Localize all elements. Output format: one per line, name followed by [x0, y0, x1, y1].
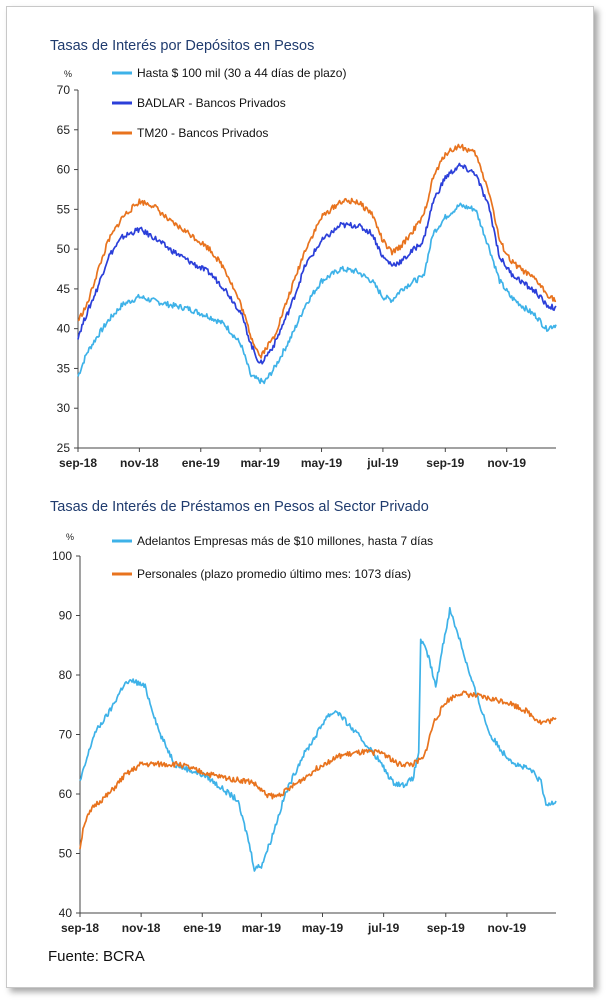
x-tick-label: jul-19: [367, 921, 400, 935]
y-tick-label: 55: [57, 202, 71, 216]
x-tick-label: mar-19: [242, 921, 282, 935]
series-line: [77, 162, 557, 365]
series-line: [79, 606, 557, 872]
unit-label: %: [64, 69, 72, 79]
chart-title-loans: Tasas de Interés de Préstamos en Pesos a…: [50, 499, 429, 515]
x-tick-label: mar-19: [240, 456, 280, 470]
y-tick-label: 100: [52, 549, 72, 563]
legend-label: Adelantos Empresas más de $10 millones, …: [137, 534, 433, 548]
y-tick-label: 50: [57, 242, 71, 256]
x-tick-label: nov-19: [487, 456, 526, 470]
figure-frame: [6, 6, 594, 988]
y-tick-label: 70: [59, 728, 73, 742]
y-tick-label: 35: [57, 361, 71, 375]
x-tick-label: sep-18: [61, 921, 99, 935]
legend-label: Hasta $ 100 mil (30 a 44 días de plazo): [137, 66, 346, 80]
x-tick-label: nov-19: [488, 921, 527, 935]
series-line: [77, 202, 557, 385]
legend-label: BADLAR - Bancos Privados: [137, 96, 286, 110]
x-tick-label: sep-19: [426, 456, 464, 470]
x-tick-label: ene-19: [182, 456, 220, 470]
series-line: [77, 143, 557, 359]
y-tick-label: 25: [57, 441, 71, 455]
chart-title-deposits: Tasas de Interés por Depósitos en Pesos: [50, 38, 315, 54]
y-tick-label: 60: [59, 787, 73, 801]
y-tick-label: 40: [59, 906, 73, 920]
source-note: Fuente: BCRA: [48, 948, 145, 965]
x-tick-label: sep-19: [427, 921, 465, 935]
legend-label: TM20 - Bancos Privados: [137, 126, 268, 140]
x-tick-label: may-19: [302, 921, 344, 935]
unit-label: %: [66, 532, 74, 542]
x-tick-label: nov-18: [120, 456, 159, 470]
x-tick-label: sep-18: [59, 456, 97, 470]
x-tick-label: may-19: [301, 456, 343, 470]
y-tick-label: 50: [59, 847, 73, 861]
y-tick-label: 30: [57, 401, 71, 415]
y-tick-label: 45: [57, 282, 71, 296]
y-tick-label: 80: [59, 668, 73, 682]
y-tick-label: 70: [57, 83, 71, 97]
y-tick-label: 60: [57, 163, 71, 177]
y-tick-label: 90: [59, 609, 73, 623]
x-tick-label: nov-18: [122, 921, 161, 935]
y-tick-label: 40: [57, 322, 71, 336]
series-line: [79, 690, 557, 850]
y-tick-label: 65: [57, 123, 71, 137]
legend-label: Personales (plazo promedio último mes: 1…: [137, 567, 411, 581]
x-tick-label: ene-19: [183, 921, 221, 935]
x-tick-label: jul-19: [366, 456, 399, 470]
